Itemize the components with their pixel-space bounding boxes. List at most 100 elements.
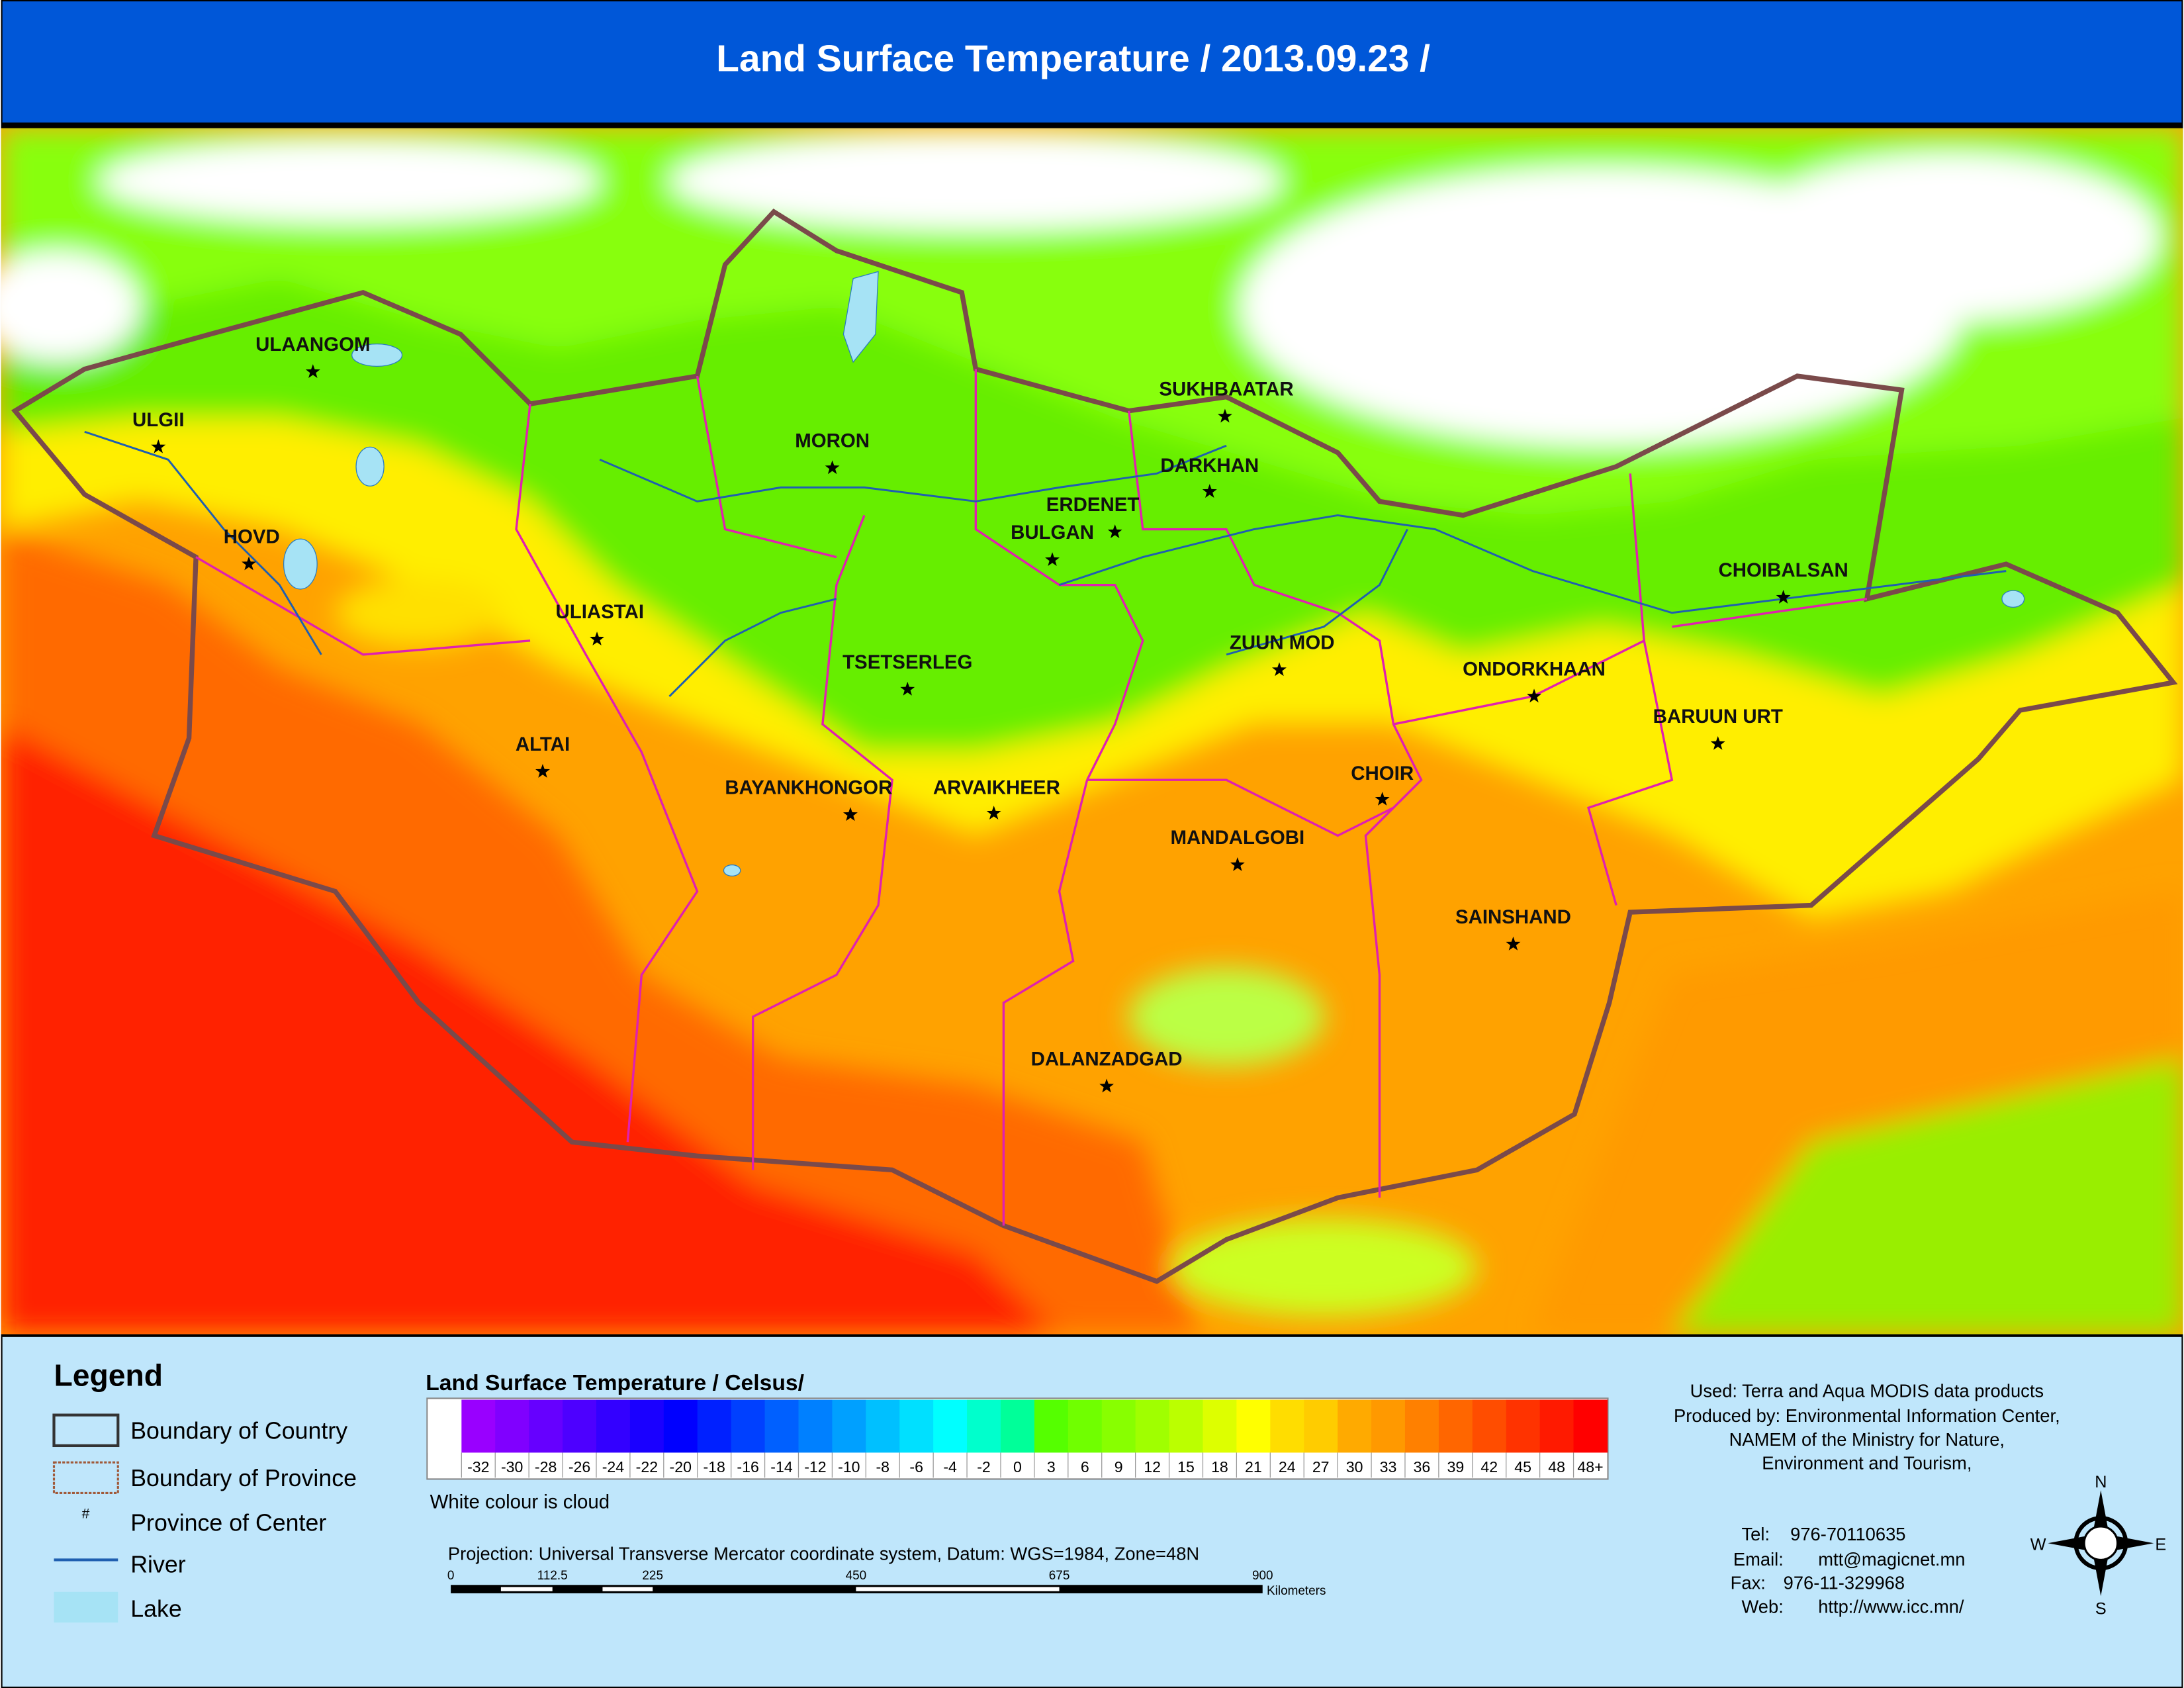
color-swatch [1034,1399,1069,1453]
scale-bar-label: 675 [1049,1569,1070,1583]
city-label: SUKHBAATAR [1159,379,1293,400]
color-swatch [1000,1399,1035,1453]
city-star [1272,662,1287,677]
city-star [535,764,550,778]
color-scale-label: -10 [838,1458,860,1476]
color-swatch [495,1399,529,1453]
map-title: Land Surface Temperature / 2013.09.23 / [716,38,1430,80]
color-scale-label: 12 [1144,1458,1161,1476]
color-scale-label: 48 [1548,1458,1565,1476]
color-scale-label: 9 [1115,1458,1123,1476]
city-star [1230,857,1245,871]
color-scale-label: -14 [770,1458,793,1476]
color-swatch [1539,1399,1574,1453]
country-boundary [11,209,2178,1284]
color-scale-label: -28 [535,1458,557,1476]
color-scale-label: 6 [1081,1458,1089,1476]
legend-title: Legend [54,1358,163,1392]
contact-label: Tel: [1741,1524,1770,1544]
compass-e: E [2155,1536,2166,1554]
color-swatch [1472,1399,1507,1453]
color-scale-label: 24 [1279,1458,1296,1476]
city-star [1375,792,1390,806]
city-star [1776,590,1791,604]
city-label: BAYANKHONGOR [725,776,892,798]
color-swatch [1203,1399,1238,1453]
rivers [84,430,2007,698]
scale-bar-segment [500,1587,553,1591]
legend-center-symbol: # [82,1506,90,1521]
cloud-swatch [428,1399,462,1453]
city-label: ULGII [132,409,185,431]
city-label: TSETSERLEG [842,651,972,673]
color-swatch [866,1399,900,1453]
scale-bar-unit: Kilometers [1267,1584,1326,1598]
color-swatch [798,1399,833,1453]
city-label: SAINSHAND [1455,906,1571,928]
city-label: DARKHAN [1160,455,1259,477]
legend-province-swatch [52,1461,119,1495]
city-star [1506,936,1521,951]
color-scale-label: -6 [909,1458,923,1476]
color-scale-label: -8 [876,1458,889,1476]
color-swatch [1506,1399,1541,1453]
city-label: CHOIBALSAN [1718,559,1848,581]
projection-text: Projection: Universal Transverse Mercato… [448,1543,1199,1564]
color-swatch [1573,1399,1608,1453]
credit-line: NAMEM of the Ministry for Nature, [1729,1429,2005,1450]
color-scale-label: 42 [1480,1458,1498,1476]
color-swatch [1304,1399,1338,1453]
city-star [1107,524,1122,538]
scale-bar-segment [856,1587,1060,1591]
color-swatch [563,1399,597,1453]
legend-label: River [130,1551,186,1577]
city-star [1099,1078,1115,1093]
compass [2048,1490,2154,1597]
header-bar [2,1,2182,123]
city-label: ARVAIKHEER [933,776,1060,798]
color-scale-label: -26 [569,1458,590,1476]
color-scale-label: 15 [1177,1458,1195,1476]
color-scale-label: 48+ [1577,1458,1603,1476]
legend-country-swatch [52,1413,120,1448]
color-swatch [1236,1399,1271,1453]
color-swatch [1135,1399,1170,1453]
scale-bar-label: 450 [846,1569,867,1583]
color-swatch [663,1399,698,1453]
city-label: BARUUN URT [1653,706,1783,727]
lakes [283,271,2025,877]
scale-bar-label: 225 [642,1569,663,1583]
color-swatch [1338,1399,1372,1453]
color-swatch [697,1399,732,1453]
city-star [1217,408,1232,423]
color-swatch [899,1399,934,1453]
color-scale-label: 36 [1414,1458,1431,1476]
scale-bar-label: 112.5 [537,1569,568,1583]
city-star [305,364,320,379]
color-scale-label: 39 [1447,1458,1464,1476]
color-swatch [967,1399,1001,1453]
city-star [151,439,166,453]
city-label: DALANZADGAD [1031,1049,1183,1070]
color-scale-label: -12 [804,1458,826,1476]
city-star [1202,484,1217,498]
color-swatch [764,1399,799,1453]
legend-panel [2,1336,2182,1687]
contact-label: Fax: [1731,1573,1766,1593]
scale-bar-label: 0 [447,1569,455,1583]
color-scale-label: 27 [1312,1458,1330,1476]
city-label: ULIASTAI [555,601,644,623]
credit-line: Used: Terra and Aqua MODIS data products [1690,1380,2044,1401]
city-label: ALTAI [516,733,570,755]
color-scale-label: -4 [943,1458,957,1476]
city-star [900,681,915,696]
city-star [590,632,604,645]
scale-bar-label: 900 [1252,1569,1273,1583]
color-scale-title: Land Surface Temperature / Celsus/ [426,1371,804,1395]
city-star [986,806,1001,820]
legend-label: Lake [130,1596,182,1622]
contact-value: 976-70110635 [1790,1524,1905,1544]
legend-label: Boundary of Country [130,1417,347,1444]
color-scale-label: 21 [1245,1458,1262,1476]
